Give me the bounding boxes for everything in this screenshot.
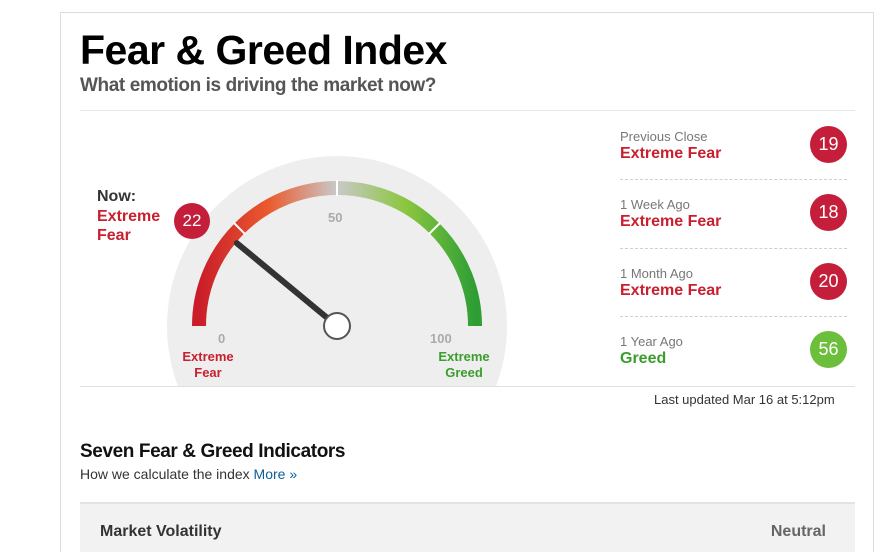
tick-max: 100 (430, 331, 452, 346)
indicator-name: Market Volatility (100, 523, 222, 540)
gauge-high-label: Extreme Greed (438, 349, 490, 380)
last-updated: Last updated Mar 16 at 5:12pm (654, 392, 835, 407)
gauge-needle (233, 240, 340, 329)
history-status: Extreme Fear (620, 282, 722, 299)
history-when: 1 Year Ago (620, 334, 683, 349)
history-when: 1 Month Ago (620, 266, 693, 281)
history-item-1-year-ago: 1 Year Ago Greed 56 (620, 331, 847, 402)
divider (80, 110, 855, 111)
indicators-title: Seven Fear & Greed Indicators (80, 441, 346, 462)
now-label: Now: (97, 188, 137, 205)
now-status: Extreme Fear (97, 208, 161, 244)
more-link[interactable]: More » (253, 466, 298, 482)
history-item-1-month-ago: 1 Month Ago Extreme Fear 20 (620, 263, 847, 334)
history-value-badge: 20 (810, 263, 847, 300)
history-status: Greed (620, 350, 667, 367)
gauge-divider (233, 222, 246, 235)
history-value-badge: 56 (810, 331, 847, 368)
tick-mid: 50 (328, 210, 343, 225)
history-divider (620, 316, 847, 317)
now-value-badge: 22 (174, 203, 210, 239)
history-item-1-week-ago: 1 Week Ago Extreme Fear 18 (620, 194, 847, 265)
gauge (167, 156, 507, 386)
page-title: Fear & Greed Index (80, 27, 447, 73)
history-divider (620, 179, 847, 180)
history-status: Extreme Fear (620, 213, 722, 230)
page-subtitle: What emotion is driving the market now? (80, 75, 436, 96)
needle-hub (323, 312, 351, 340)
history-value-badge: 19 (810, 126, 847, 163)
history-when: 1 Week Ago (620, 197, 690, 212)
indicators-subtitle-text: How we calculate the index (80, 466, 250, 482)
indicator-row-market-volatility[interactable]: Market Volatility Neutral (80, 502, 855, 552)
indicator-value: Neutral (770, 523, 826, 540)
fear-greed-card: Fear & Greed Index What emotion is drivi… (60, 12, 874, 552)
divider (80, 386, 855, 387)
tick-min: 0 (218, 331, 226, 346)
gauge-divider (428, 222, 441, 235)
gauge-low-label: Extreme Fear (182, 349, 234, 380)
history-divider (620, 248, 847, 249)
history-value-badge: 18 (810, 194, 847, 231)
indicators-subtitle: How we calculate the index More » (80, 466, 297, 482)
history-when: Previous Close (620, 129, 708, 144)
history-status: Extreme Fear (620, 145, 722, 162)
history-item-previous-close: Previous Close Extreme Fear 19 (620, 126, 847, 197)
